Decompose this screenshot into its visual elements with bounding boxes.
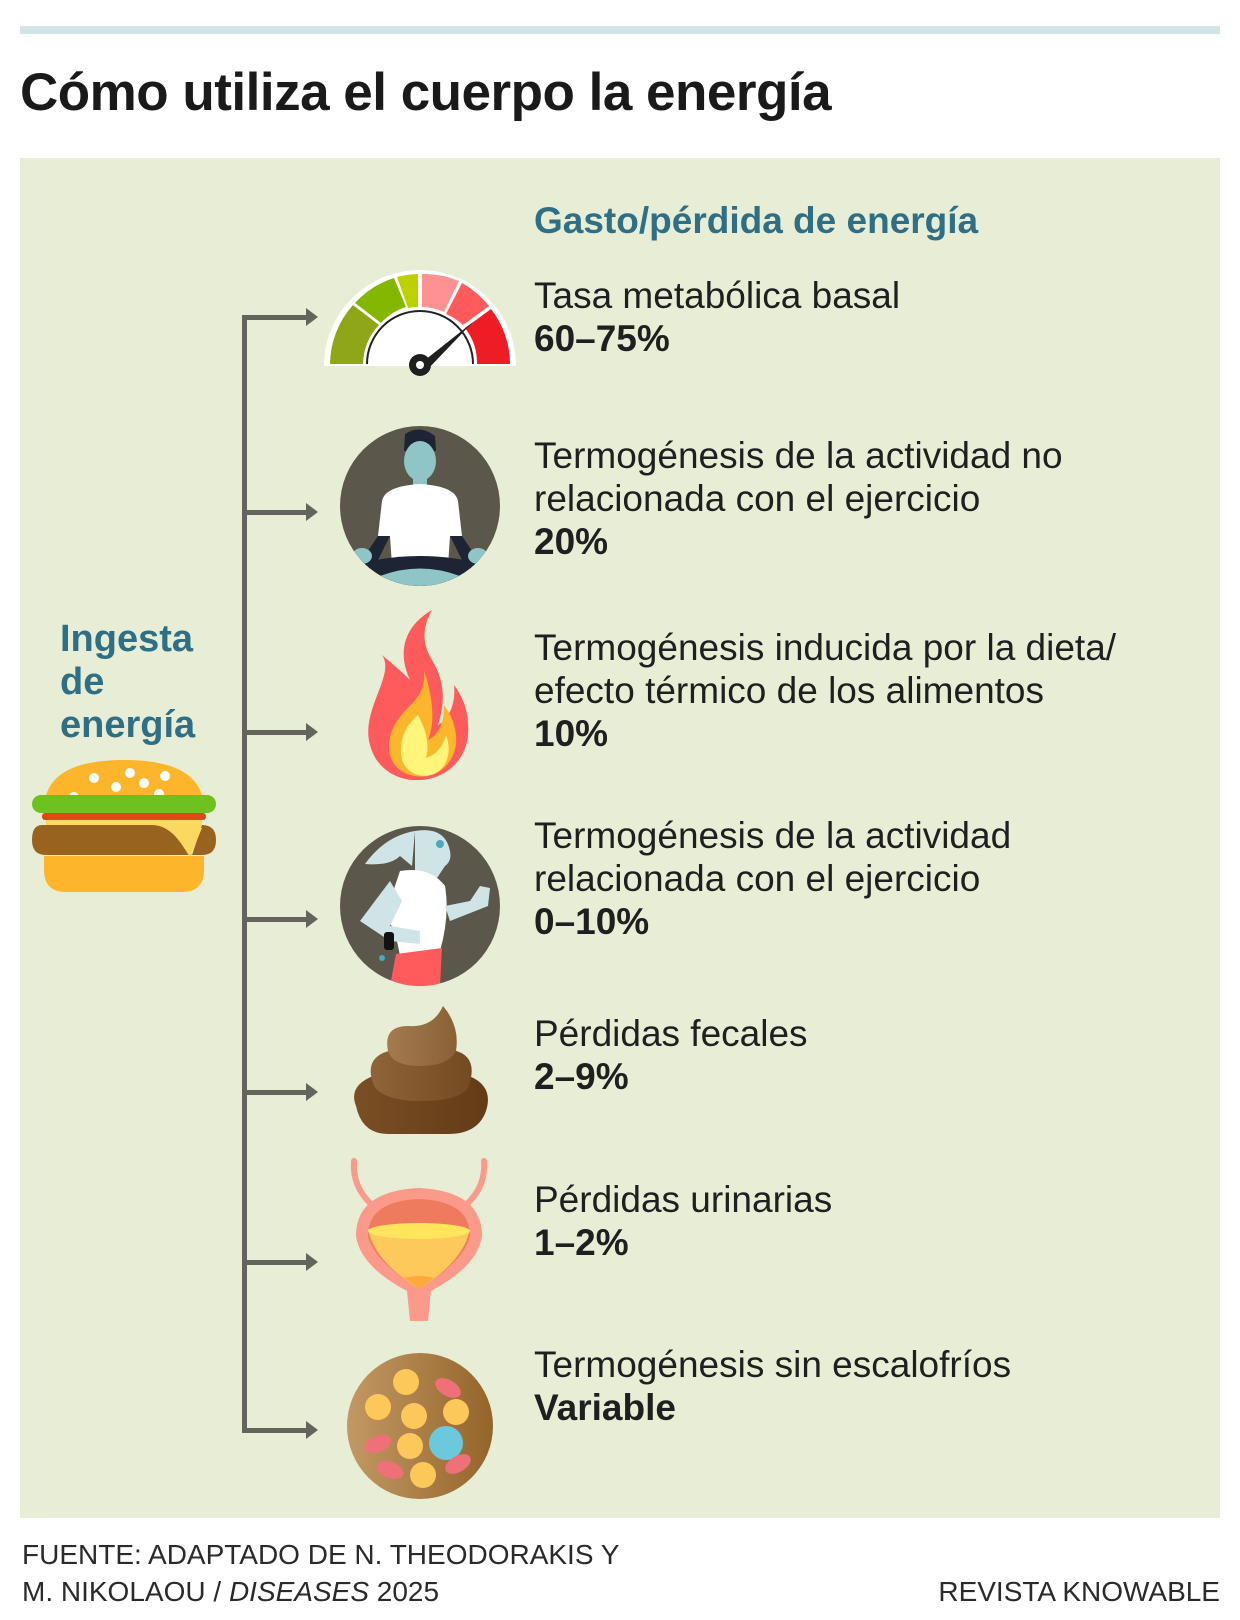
- item-value: 1–2%: [534, 1222, 629, 1263]
- item-value: 20%: [534, 521, 609, 562]
- item-fecal-losses: Pérdidas fecales 2–9%: [534, 1012, 808, 1098]
- item-label: Pérdidas urinarias: [534, 1179, 833, 1220]
- source-year: 2025: [369, 1576, 440, 1607]
- diagram-panel: [20, 158, 1220, 1518]
- item-label-line1: Termogénesis de la actividad: [534, 815, 1012, 856]
- item-value: 2–9%: [534, 1056, 629, 1097]
- item-value: 0–10%: [534, 901, 650, 942]
- source-authors: M. NIKOLAOU /: [22, 1576, 229, 1607]
- item-value: 10%: [534, 713, 609, 754]
- flame-icon: [368, 610, 469, 780]
- intake-label-line1: Ingesta: [60, 618, 194, 660]
- running-woman-icon: [340, 826, 500, 986]
- item-label: Pérdidas fecales: [534, 1013, 808, 1054]
- hamburger-icon: [32, 760, 216, 892]
- source-credit: FUENTE: ADAPTADO DE N. THEODORAKIS Y M. …: [22, 1536, 619, 1610]
- intake-label-line3: energía: [60, 704, 196, 746]
- connector-arrow-4: [242, 910, 318, 928]
- item-label: Tasa metabólica basal: [534, 275, 901, 316]
- item-basal-metabolic-rate: Tasa metabólica basal 60–75%: [534, 274, 900, 360]
- item-urinary-losses: Pérdidas urinarias 1–2%: [534, 1178, 832, 1264]
- item-value: 60–75%: [534, 318, 670, 359]
- item-label-line1: Termogénesis de la actividad no: [534, 435, 1063, 476]
- feces-icon: [354, 1006, 488, 1134]
- connector-arrow-1: [242, 308, 318, 326]
- item-label-line2: efecto térmico de los alimentos: [534, 670, 1045, 711]
- meditating-person-icon: [340, 426, 500, 586]
- item-value: Variable: [534, 1387, 676, 1428]
- item-non-shivering-thermogenesis: Termogénesis sin escalofríos Variable: [534, 1343, 1011, 1429]
- connector-arrow-7: [242, 1421, 318, 1439]
- connector-arrow-3: [242, 723, 318, 741]
- item-label-line2: relacionada con el ejercicio: [534, 478, 981, 519]
- intake-label: Ingesta de energía: [60, 618, 195, 747]
- speedometer-gauge-icon: [324, 270, 516, 376]
- source-line1: FUENTE: ADAPTADO DE N. THEODORAKIS Y: [22, 1539, 620, 1570]
- page-title: Cómo utiliza el cuerpo la energía: [20, 63, 832, 122]
- item-label-line2: relacionada con el ejercicio: [534, 858, 981, 899]
- intake-label-line2: de: [60, 661, 105, 703]
- brown-fat-cell-icon: [347, 1353, 493, 1499]
- connector-arrow-2: [242, 503, 318, 521]
- item-neat: Termogénesis de la actividad no relacion…: [534, 434, 1063, 563]
- expenditure-heading: Gasto/pérdida de energía: [534, 200, 979, 241]
- connector-trunk: [242, 317, 247, 1433]
- item-eat: Termogénesis de la actividad relacionada…: [534, 814, 1011, 943]
- item-label-line1: Termogénesis inducida por la dieta/: [534, 627, 1117, 668]
- connector-arrow-6: [242, 1253, 318, 1271]
- item-diet-induced-thermogenesis: Termogénesis inducida por la dieta/ efec…: [534, 626, 1116, 755]
- bladder-icon: [350, 1158, 488, 1321]
- connector-arrow-5: [242, 1083, 318, 1101]
- top-rule: [20, 26, 1220, 34]
- item-label: Termogénesis sin escalofríos: [534, 1344, 1012, 1385]
- publisher-credit: REVISTA KNOWABLE: [938, 1576, 1220, 1607]
- source-journal: DISEASES: [228, 1576, 369, 1607]
